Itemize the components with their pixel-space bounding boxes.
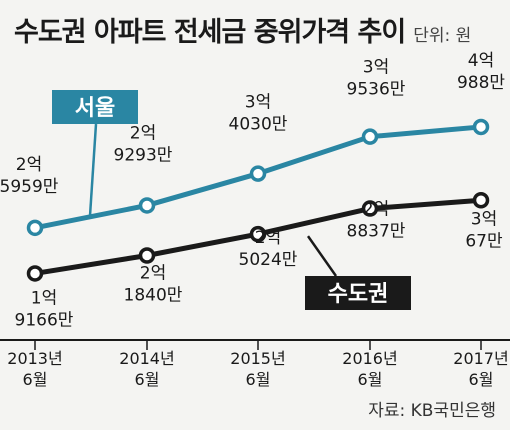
data-point xyxy=(472,192,490,209)
data-label: 9536만 xyxy=(347,80,406,100)
x-tick-label: 2013년 xyxy=(7,349,62,368)
data-label: 988만 xyxy=(457,73,505,93)
data-label: 8837만 xyxy=(347,222,406,242)
data-label: 9166만 xyxy=(15,310,74,330)
data-point xyxy=(138,197,156,214)
data-label: 5959만 xyxy=(0,177,59,197)
data-point xyxy=(138,247,156,264)
data-label: 2억 xyxy=(16,155,42,175)
x-tick-label: 2014년 xyxy=(119,349,174,368)
x-tick-label: 6월 xyxy=(358,370,383,389)
data-label: 2억 xyxy=(130,123,156,143)
x-tick-label: 2016년 xyxy=(342,349,397,368)
data-point xyxy=(249,225,267,243)
series-leader-line xyxy=(88,123,98,216)
series-tag-box xyxy=(305,276,411,310)
data-label: 3억 xyxy=(471,209,497,229)
x-tick-label: 2015년 xyxy=(230,349,285,368)
data-point xyxy=(26,265,44,282)
data-label: 2억 xyxy=(363,200,389,220)
data-point xyxy=(361,200,379,217)
data-point xyxy=(472,118,490,136)
data-point xyxy=(361,128,379,145)
data-label: 4030만 xyxy=(229,115,288,135)
data-label: 1840만 xyxy=(124,286,183,306)
data-label: 2억 xyxy=(255,228,281,248)
x-tick-label: 6월 xyxy=(23,370,48,389)
data-point xyxy=(26,219,44,237)
data-label: 9293만 xyxy=(114,145,173,165)
title-row: 수도권 아파트 전세금 중위가격 추이 단위: 원 xyxy=(14,10,471,49)
chart-title: 수도권 아파트 전세금 중위가격 추이 xyxy=(14,17,406,48)
data-label: 4억 xyxy=(468,51,494,71)
data-point xyxy=(249,165,267,182)
x-tick-label: 6월 xyxy=(246,370,271,389)
x-tick-label: 6월 xyxy=(469,370,494,389)
data-label: 3억 xyxy=(245,93,271,113)
unit-label: 단위: 원 xyxy=(413,26,472,46)
series-leader-line xyxy=(306,235,338,277)
data-label: 2억 xyxy=(140,264,166,284)
series-tag-box xyxy=(52,90,138,124)
series-tag-label: 서울 xyxy=(75,96,115,121)
x-tick-label: 6월 xyxy=(135,370,160,389)
x-tick-label: 2017년 xyxy=(453,349,508,368)
data-label: 1억 xyxy=(31,288,57,308)
data-label: 3억 xyxy=(363,58,389,78)
series-tag-label: 수도권 xyxy=(328,282,389,307)
data-label: 67만 xyxy=(465,231,503,251)
source-label: 자료: KB국민은행 xyxy=(368,401,496,421)
data-label: 5024만 xyxy=(239,250,298,270)
